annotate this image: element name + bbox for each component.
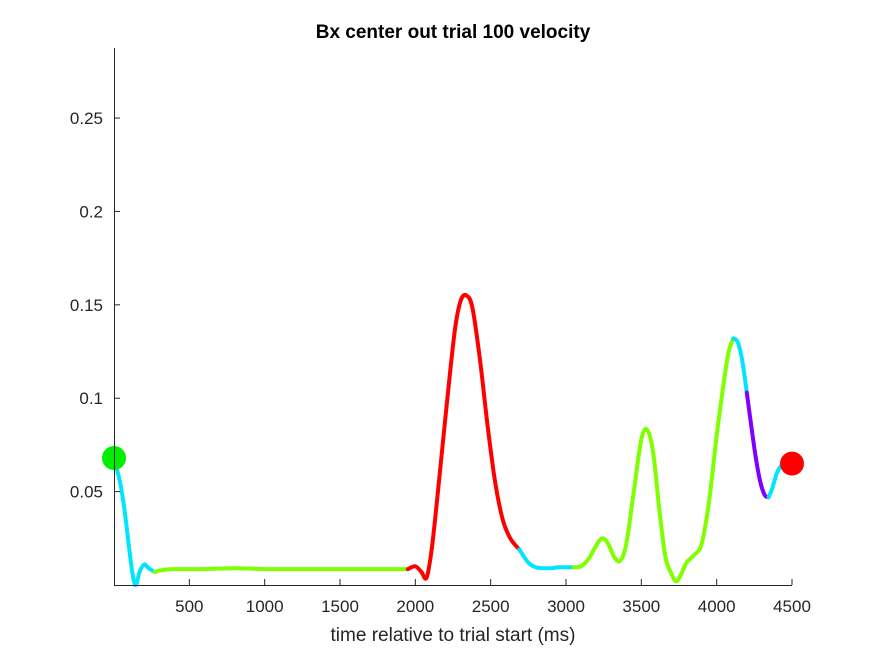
velocity-segment-1 [112,455,157,588]
x-axis-label: time relative to trial start (ms) [331,625,576,646]
velocity-segment-6 [731,336,749,395]
y-tick-label: 0.15 [70,296,103,315]
velocity-segment-4 [517,547,576,571]
x-tick-label: 4500 [773,597,811,616]
velocity-segment-2 [152,566,410,574]
x-tick-label: 1500 [321,597,359,616]
x-tick-label: 1000 [246,597,284,616]
x-tick-label: 2500 [472,597,510,616]
velocity-segment-7 [744,390,771,500]
y-tick-label: 0.25 [70,109,103,128]
y-tick-label: 0.05 [70,483,103,502]
y-tick-label: 0.2 [79,202,103,221]
y-tick-label: 0.1 [79,389,103,408]
plot-lines [112,292,788,588]
x-tick-label: 3000 [547,597,585,616]
x-axis-ticks: 500 1000 1500 2000 2500 3000 3500 4000 4500 [175,579,811,616]
x-tick-label: 500 [175,597,203,616]
velocity-segment-5 [571,336,736,584]
velocity-segment-3 [405,292,522,581]
end-marker [780,451,804,476]
x-tick-label: 3500 [622,597,660,616]
chart-title: Bx center out trial 100 velocity [316,22,591,43]
endpoint-markers [102,445,804,476]
y-axis-ticks: 0.05 0.1 0.15 0.2 0.25 [70,109,120,502]
x-tick-label: 2000 [396,597,434,616]
x-tick-label: 4000 [698,597,736,616]
